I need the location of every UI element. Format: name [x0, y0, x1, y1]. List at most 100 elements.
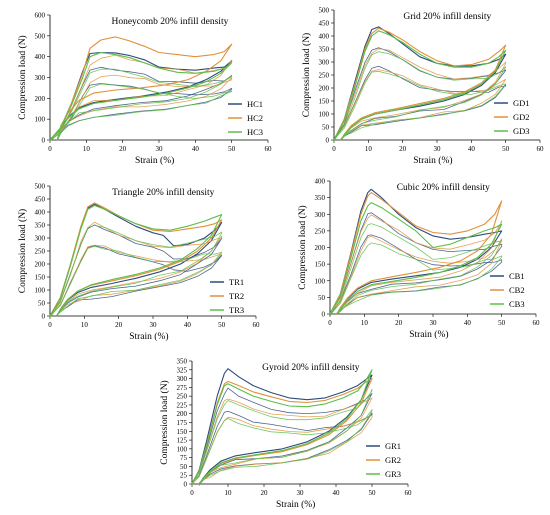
series-line-gd1-cycle-3 — [333, 65, 507, 140]
x-axis-label: Strain (%) — [409, 329, 448, 340]
legend-label-gd3: GD3 — [513, 126, 530, 136]
series-line-gr1-cycle-2 — [191, 387, 373, 486]
y-axis-label: Compression load (N) — [17, 209, 28, 293]
series-cb3 — [329, 202, 503, 316]
x-tick-label: 60 — [537, 145, 545, 153]
y-tick-label: 200 — [319, 85, 330, 93]
chart-title: Cubic 20% infill density — [397, 182, 490, 193]
x-tick-label: 40 — [468, 145, 476, 153]
legend-label-cb2: CB2 — [509, 285, 525, 295]
y-tick-label: 125 — [177, 437, 188, 445]
legend-label-tr1: TR1 — [229, 277, 244, 287]
series-line-cb2-cycle-1 — [329, 192, 503, 315]
x-tick-label: 0 — [328, 319, 332, 327]
x-tick-label: 40 — [464, 319, 472, 327]
y-axis-label: Compression load (N) — [159, 380, 170, 464]
y-tick-label: 100 — [319, 111, 330, 119]
y-tick-label: 150 — [319, 98, 330, 106]
series-line-gd3-cycle-1 — [333, 30, 507, 141]
x-tick-label: 50 — [502, 145, 510, 153]
y-tick-label: 100 — [177, 445, 188, 453]
y-tick-label: 350 — [177, 358, 188, 366]
legend-label-hc1: HC1 — [247, 99, 263, 109]
series-hc3 — [49, 51, 233, 142]
y-tick-label: 400 — [319, 33, 330, 41]
legend-label-hc3: HC3 — [247, 127, 263, 137]
x-tick-label: 40 — [192, 145, 200, 153]
series-line-tr1-cycle-3 — [49, 245, 223, 317]
x-tick-label: 10 — [361, 319, 369, 327]
y-tick-label: 450 — [35, 196, 46, 204]
series-line-gd3-cycle-2 — [333, 51, 507, 142]
series-line-gd2-cycle-2 — [333, 48, 507, 140]
y-tick-label: 0 — [322, 311, 326, 319]
series-line-hc2-cycle-1 — [49, 36, 233, 141]
legend-label-gd2: GD2 — [513, 112, 530, 122]
legend-label-gr2: GR2 — [385, 455, 401, 465]
series-line-gr2-cycle-3 — [191, 414, 373, 485]
series-line-gr2-cycle-2 — [191, 397, 373, 484]
y-tick-label: 250 — [35, 248, 46, 256]
y-tick-label: 225 — [177, 401, 188, 409]
y-tick-label: 300 — [177, 375, 188, 383]
series-line-tr2-cycle-1 — [49, 202, 223, 317]
y-tick-label: 400 — [315, 178, 326, 186]
y-tick-label: 200 — [35, 261, 46, 269]
x-tick-label: 50 — [498, 319, 506, 327]
series-line-cb1-cycle-2 — [329, 212, 503, 315]
x-tick-label: 10 — [225, 489, 233, 497]
y-tick-label: 450 — [319, 20, 330, 28]
x-tick-label: 10 — [81, 321, 89, 329]
series-line-tr1-cycle-1 — [49, 203, 223, 317]
series-line-cb1-cycle-3 — [329, 234, 503, 316]
y-axis-label: Compression load (N) — [297, 205, 308, 289]
y-tick-label: 200 — [177, 410, 188, 418]
y-tick-label: 400 — [35, 53, 46, 61]
series-line-cb3-cycle-1 — [329, 202, 503, 315]
y-tick-label: 400 — [35, 209, 46, 217]
y-axis-label: Compression load (N) — [301, 33, 312, 117]
y-tick-label: 25 — [180, 472, 188, 480]
x-tick-label: 0 — [48, 145, 52, 153]
series-line-cb1-cycle-1 — [329, 188, 503, 315]
series-tr2 — [49, 202, 223, 318]
x-tick-label: 20 — [119, 145, 127, 153]
y-tick-label: 250 — [319, 72, 330, 80]
series-line-gr2-cycle-1 — [191, 378, 373, 485]
y-axis-label: Compression load (N) — [17, 35, 28, 119]
chart-title: Grid 20% infill density — [403, 11, 491, 22]
x-tick-label: 60 — [265, 145, 273, 153]
y-tick-label: 350 — [315, 194, 326, 202]
chart-title: Triangle 20% infill density — [112, 187, 215, 198]
y-tick-label: 150 — [177, 428, 188, 436]
series-line-gd3-cycle-3 — [333, 70, 507, 140]
y-tick-label: 100 — [315, 277, 326, 285]
chart-cubic: 0 50 100 150 200 250 300 350 400 0 10 20 30 40 50 60 Cub… — [297, 178, 540, 341]
x-tick-label: 30 — [297, 489, 305, 497]
y-tick-label: 0 — [42, 137, 46, 145]
series-line-gd2-cycle-3 — [333, 69, 507, 142]
x-tick-label: 50 — [228, 145, 236, 153]
y-tick-label: 200 — [35, 95, 46, 103]
x-tick-label: 20 — [115, 321, 123, 329]
legend-label-gr1: GR1 — [385, 441, 401, 451]
x-tick-label: 60 — [253, 321, 261, 329]
chart-gyroid: 0255075100125150175200225250275300325350… — [159, 358, 412, 511]
y-tick-label: 325 — [177, 366, 188, 374]
series-gd2 — [333, 27, 507, 142]
series-line-hc3-cycle-1 — [49, 51, 233, 141]
y-tick-label: 300 — [35, 235, 46, 243]
y-tick-label: 500 — [319, 7, 330, 15]
legend-label-hc2: HC2 — [247, 113, 263, 123]
x-tick-label: 0 — [332, 145, 336, 153]
x-tick-label: 30 — [430, 319, 438, 327]
y-tick-label: 250 — [177, 393, 188, 401]
x-tick-label: 30 — [434, 145, 442, 153]
chart-honeycomb: 0 100 200 300 400 500 600 0 10 20 30 40 50 60 Honeycom… — [17, 12, 272, 167]
x-tick-label: 50 — [369, 489, 377, 497]
series-line-hc3-cycle-2 — [49, 68, 233, 141]
x-axis-label: Strain (%) — [129, 331, 168, 342]
y-tick-label: 50 — [322, 124, 330, 132]
y-tick-label: 175 — [177, 419, 188, 427]
